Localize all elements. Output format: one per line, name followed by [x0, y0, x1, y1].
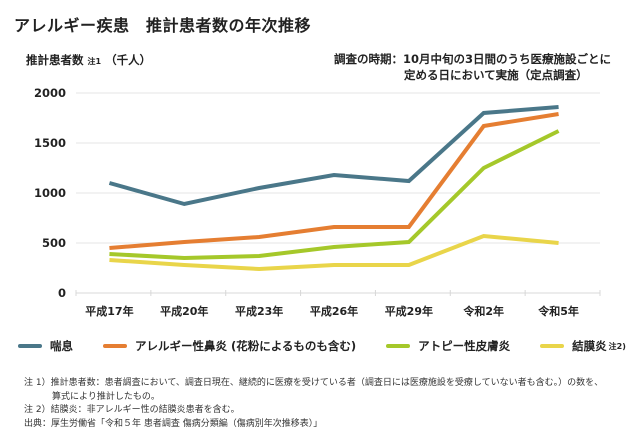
survey-period: 調査の時期：10月中旬の3日間のうち医療施設ごとに 定める日において実施（定点調…	[334, 51, 611, 83]
legend-swatch-asthma	[18, 344, 42, 348]
y-tick-label: 2000	[34, 86, 66, 100]
y-axis-unit: （千人）	[105, 53, 152, 67]
x-tick-label: 平成17年	[85, 304, 133, 318]
survey-period-line2: 定める日において実施（定点調査）	[404, 68, 588, 82]
survey-period-line1: 調査の時期：10月中旬の3日間のうち医療施設ごとに	[334, 52, 612, 66]
legend-label: 結膜炎	[572, 339, 607, 353]
y-tick-label: 500	[42, 236, 66, 250]
x-tick-label: 平成20年	[160, 304, 208, 318]
series-line	[109, 129, 560, 261]
legend-item-conjunctivitis: 結膜炎 注2)	[540, 338, 626, 354]
legend-item-atopic-dermatitis: アトピー性皮膚炎	[386, 338, 510, 354]
y-axis-label-note: 注1	[87, 57, 102, 66]
legend-label: アトピー性皮膚炎	[418, 339, 511, 353]
legend-note: 注2)	[608, 341, 626, 351]
x-tick-label: 平成29年	[385, 304, 433, 318]
chart-title: アレルギー疾患 推計患者数の年次推移	[14, 16, 312, 35]
x-tick-label: 令和2年	[462, 304, 504, 318]
legend-swatch-conjunctivitis	[540, 344, 565, 348]
x-tick-label: 令和5年	[537, 304, 579, 318]
source: 出典：厚生労働省「令和５年 患者調査 傷病分類編（傷病別年次推移表）」	[24, 418, 323, 429]
y-axis-label: 推計患者数 注1 （千人）	[26, 52, 151, 68]
note1-line2: 算式により推計したもの。	[52, 391, 160, 402]
legend-label: 喘息	[50, 339, 73, 353]
legend: 喘息 アレルギー性鼻炎 (花粉によるものも含む) アトピー性皮膚炎 結膜炎 注2…	[18, 338, 626, 354]
note2: 注 2）結膜炎：非アレルギー性の結膜炎患者を含む。	[24, 405, 240, 415]
note1-line1: 注 1）推計患者数：患者調査において、調査日現在、継続的に医療を受けている者（調…	[24, 378, 604, 388]
legend-label: アレルギー性鼻炎 (花粉によるものも含む)	[135, 339, 357, 353]
y-tick-label: 1000	[34, 186, 66, 200]
legend-item-asthma: 喘息	[18, 338, 73, 354]
series-line	[108, 105, 559, 207]
y-tick-label: 1500	[34, 136, 66, 150]
series-line	[109, 112, 559, 250]
legend-swatch-rhinitis	[103, 344, 127, 348]
x-tick-label: 平成26年	[310, 304, 358, 318]
y-axis-label-text: 推計患者数	[26, 53, 84, 67]
series-line	[109, 233, 559, 272]
footnotes: 注 1）推計患者数：患者調査において、調査日現在、継続的に医療を受けている者（調…	[24, 377, 603, 431]
legend-swatch-atopic-dermatitis	[386, 344, 411, 348]
y-tick-label: 0	[58, 286, 66, 300]
x-tick-label: 平成23年	[235, 304, 283, 318]
legend-item-rhinitis: アレルギー性鼻炎 (花粉によるものも含む)	[103, 338, 356, 354]
